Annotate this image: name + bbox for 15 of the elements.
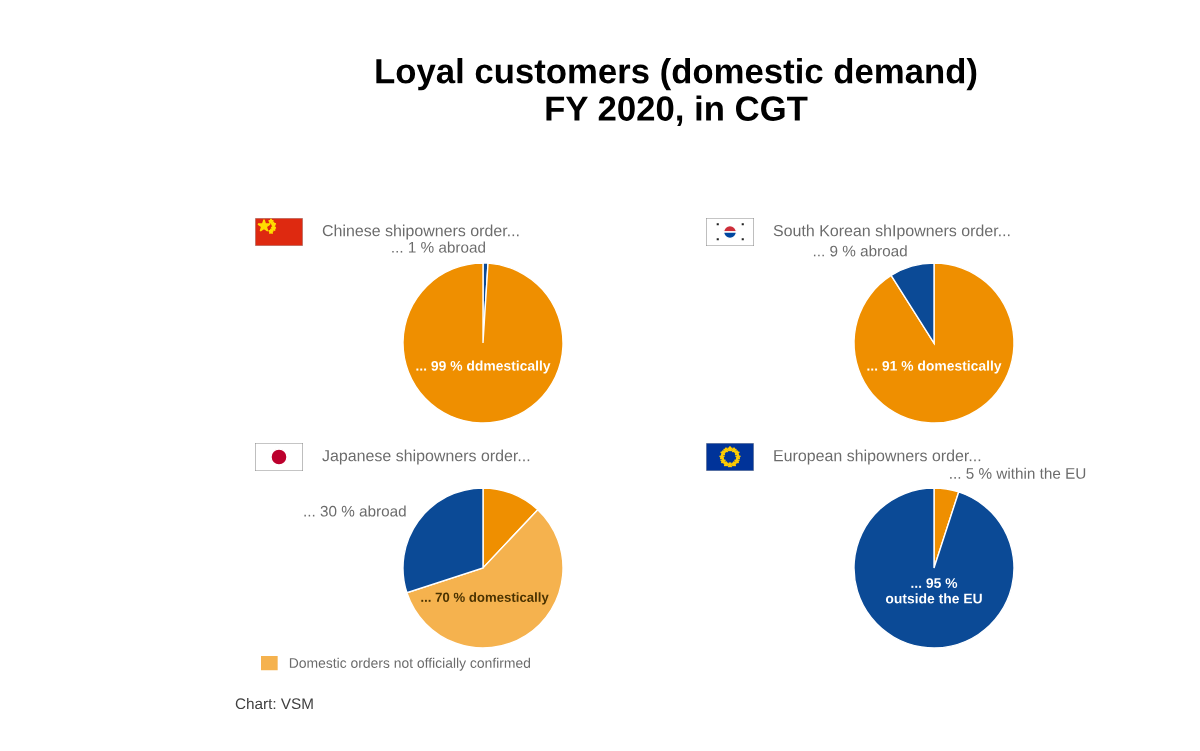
text: ... 70 % domestically	[421, 592, 549, 605]
data-label: ... 30 % abroad	[304, 505, 406, 517]
data-label: ... 5 % within the EU	[950, 467, 1086, 479]
data-label: ... 99 % ddmestically	[416, 360, 551, 374]
text: Loyal customers (domestic demand) FY 2020, in CGT	[376, 58, 977, 126]
data-label: ... 9 % abroad	[813, 245, 907, 257]
chart-title: European shipowners order...	[774, 449, 981, 465]
chart-title: South Korean shIpowners order...	[773, 224, 1010, 240]
legend-label: Domestic orders not officially confirmed	[289, 657, 531, 671]
chart-title: Japanese shipowners order...	[322, 449, 530, 465]
text: Chart: VSM	[235, 697, 313, 710]
data-label: ... 95 % outside the EU	[885, 578, 982, 604]
data-label: ... 91 % domestically	[867, 360, 1002, 374]
chart-title: Chinese shipowners order...	[322, 224, 519, 240]
data-label: ... 1 % abroad	[392, 241, 485, 253]
